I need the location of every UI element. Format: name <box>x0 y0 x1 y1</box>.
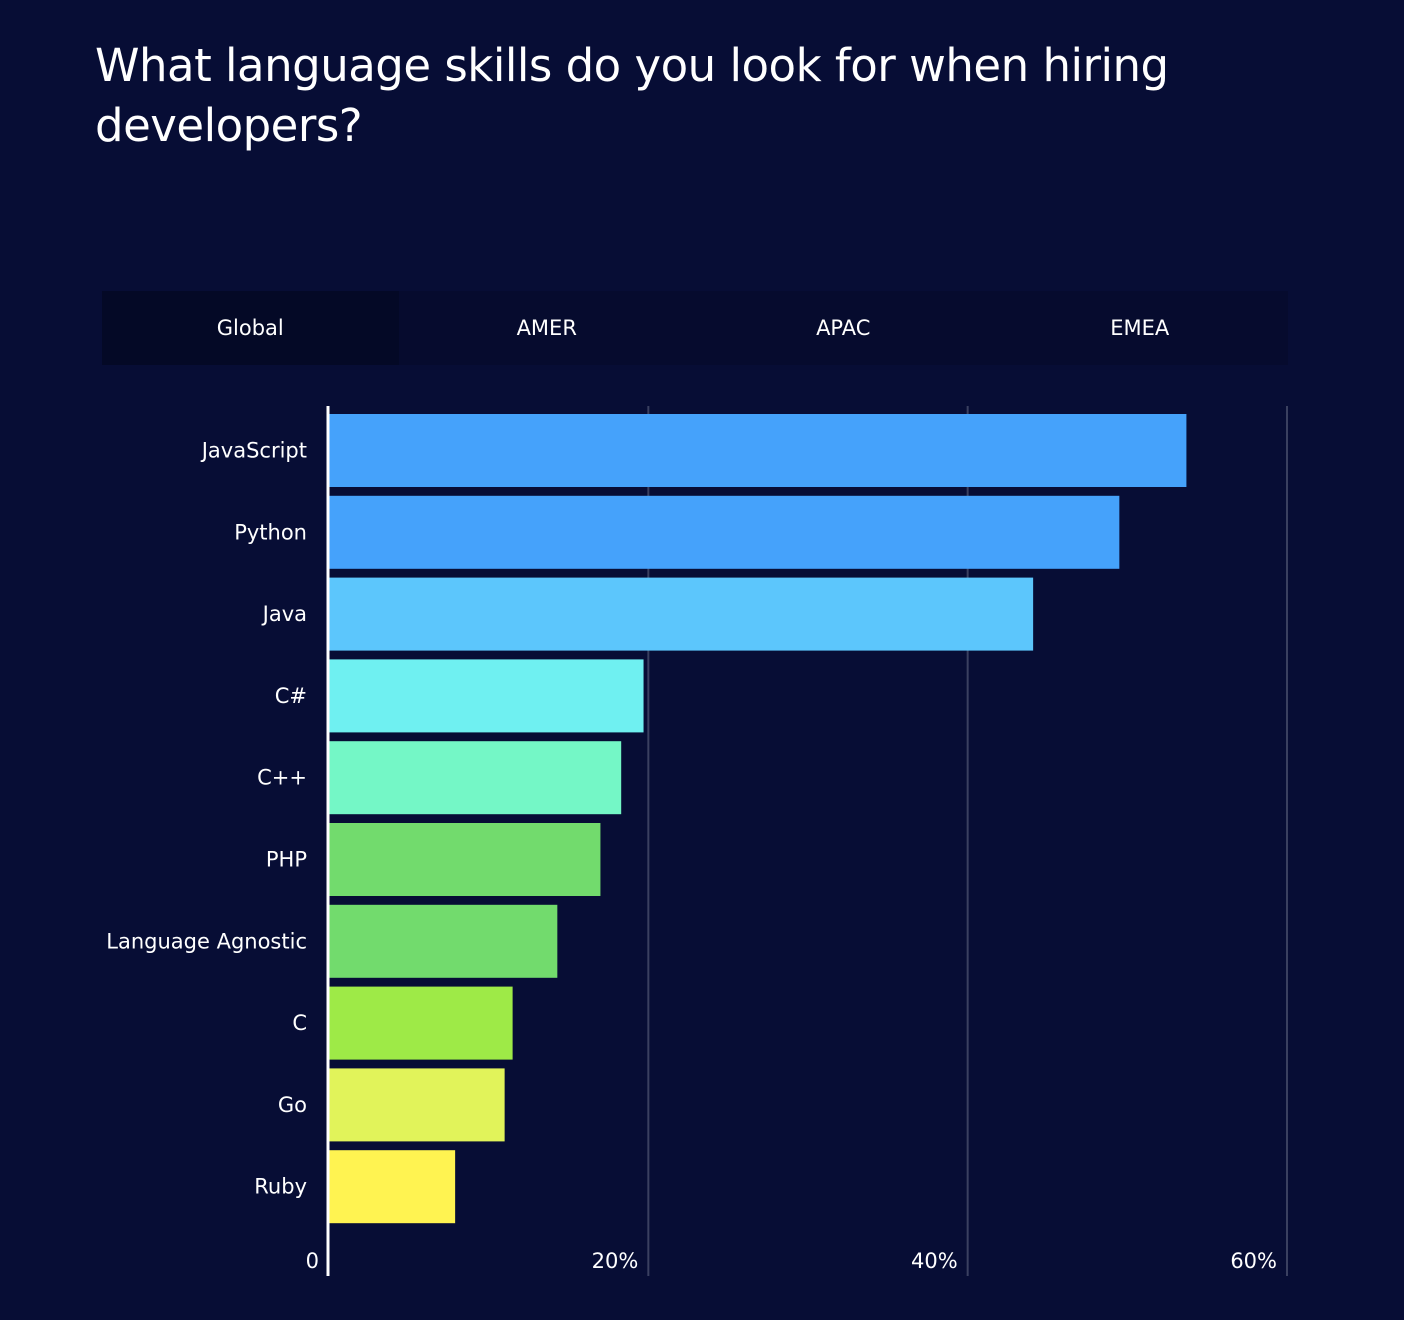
category-label: PHP <box>266 848 307 872</box>
category-label: Go <box>278 1093 307 1117</box>
tab-global[interactable]: Global <box>102 291 399 365</box>
category-label: C# <box>275 684 307 708</box>
tab-amer[interactable]: AMER <box>516 316 577 340</box>
tab-emea[interactable]: EMEA <box>1110 316 1170 340</box>
bar-language-agnostic <box>329 904 558 978</box>
tab-apac[interactable]: APAC <box>816 316 871 340</box>
bar-go <box>329 1068 505 1142</box>
bar-php <box>329 823 601 896</box>
bar-c <box>329 986 513 1060</box>
bar-ruby <box>329 1150 456 1224</box>
x-tick-label: 40% <box>911 1249 958 1273</box>
bar-c- <box>329 741 622 815</box>
x-tick-label: 20% <box>592 1249 639 1273</box>
category-label: Python <box>234 520 307 544</box>
category-label: Language Agnostic <box>106 929 307 953</box>
bar-python <box>329 495 1120 569</box>
bar-c- <box>329 659 644 733</box>
chart-title: What language skills do you look for whe… <box>95 39 1169 152</box>
bar-javascript <box>329 414 1187 487</box>
x-tick-label: 60% <box>1230 1249 1277 1273</box>
x-tick-label: 0 <box>306 1249 319 1273</box>
category-label: C <box>292 1011 307 1035</box>
category-label: C++ <box>257 766 307 790</box>
region-tabs: Global AMER APAC EMEA <box>102 291 1288 365</box>
category-label: JavaScript <box>200 439 307 463</box>
bar-java <box>329 577 1034 651</box>
category-label: Java <box>261 602 307 626</box>
category-label: Ruby <box>254 1175 307 1199</box>
